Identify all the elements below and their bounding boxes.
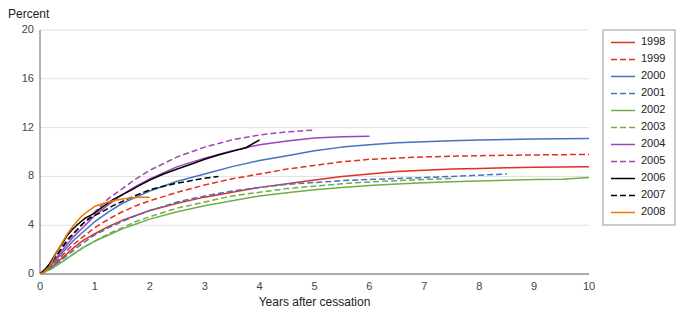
lines bbox=[40, 130, 589, 274]
y-axis bbox=[40, 30, 41, 274]
x-tick-label: 9 bbox=[531, 280, 537, 292]
y-tick-label: 16 bbox=[22, 72, 34, 84]
series-line bbox=[40, 178, 589, 274]
series-line bbox=[40, 136, 369, 274]
legend-label: 2006 bbox=[641, 171, 665, 183]
legend-swatch bbox=[611, 59, 635, 61]
legend-label: 2000 bbox=[641, 69, 665, 81]
x-tick-label: 8 bbox=[476, 280, 482, 292]
legend: 1998 1999 2000 2001 2002 2003 2004 2005 2006 2007… bbox=[603, 30, 675, 225]
legend-swatch bbox=[611, 195, 635, 197]
x-tick-label: 7 bbox=[421, 280, 427, 292]
y-tick-label: 8 bbox=[28, 169, 34, 181]
x-tick-label: 5 bbox=[311, 280, 317, 292]
series-line bbox=[40, 140, 260, 274]
y-tick-label: 20 bbox=[22, 23, 34, 35]
legend-label: 2004 bbox=[641, 137, 665, 149]
grid-line bbox=[40, 176, 589, 177]
series-line bbox=[40, 130, 315, 274]
grid-line bbox=[40, 225, 589, 226]
grid-line bbox=[40, 30, 589, 31]
series-line bbox=[40, 179, 452, 274]
grid bbox=[40, 30, 589, 274]
series-line bbox=[40, 167, 589, 274]
legend-swatch bbox=[611, 76, 635, 78]
legend-swatch bbox=[611, 110, 635, 112]
series-line bbox=[40, 174, 507, 274]
legend-label: 1998 bbox=[641, 35, 665, 47]
series-line bbox=[40, 154, 589, 274]
x-axis-label: Years after cessation bbox=[259, 295, 371, 309]
legend-swatch bbox=[611, 161, 635, 163]
chart: 0481216200123456789101998199920002001200… bbox=[0, 0, 689, 314]
grid-line bbox=[40, 127, 589, 128]
legend-label: 2008 bbox=[641, 205, 665, 217]
x-tick-label: 0 bbox=[37, 280, 43, 292]
series-line bbox=[40, 139, 589, 274]
y-tick-label: 0 bbox=[28, 267, 34, 279]
legend-box bbox=[603, 30, 675, 225]
legend-label: 2002 bbox=[641, 103, 665, 115]
legend-swatch bbox=[611, 144, 635, 146]
series-line bbox=[40, 197, 150, 274]
legend-swatch bbox=[611, 178, 635, 180]
legend-swatch bbox=[611, 127, 635, 129]
legend-label: 2001 bbox=[641, 86, 665, 98]
y-tick-label: 4 bbox=[28, 218, 34, 230]
x-axis bbox=[40, 274, 589, 275]
y-axis-label: Percent bbox=[8, 7, 50, 21]
x-tick-label: 6 bbox=[366, 280, 372, 292]
legend-swatch bbox=[611, 42, 635, 44]
x-tick-label: 10 bbox=[583, 280, 595, 292]
grid-line bbox=[40, 274, 589, 275]
ticks: 048121620012345678910 bbox=[22, 23, 595, 292]
series-line bbox=[40, 176, 218, 274]
legend-label: 2003 bbox=[641, 120, 665, 132]
x-tick-label: 1 bbox=[92, 280, 98, 292]
x-tick-label: 3 bbox=[202, 280, 208, 292]
x-tick-label: 2 bbox=[147, 280, 153, 292]
y-tick-label: 12 bbox=[22, 121, 34, 133]
legend-label: 2007 bbox=[641, 188, 665, 200]
legend-label: 1999 bbox=[641, 52, 665, 64]
x-tick-label: 4 bbox=[257, 280, 263, 292]
grid-line bbox=[40, 78, 589, 79]
legend-label: 2005 bbox=[641, 154, 665, 166]
legend-swatch bbox=[611, 212, 635, 214]
legend-swatch bbox=[611, 93, 635, 95]
